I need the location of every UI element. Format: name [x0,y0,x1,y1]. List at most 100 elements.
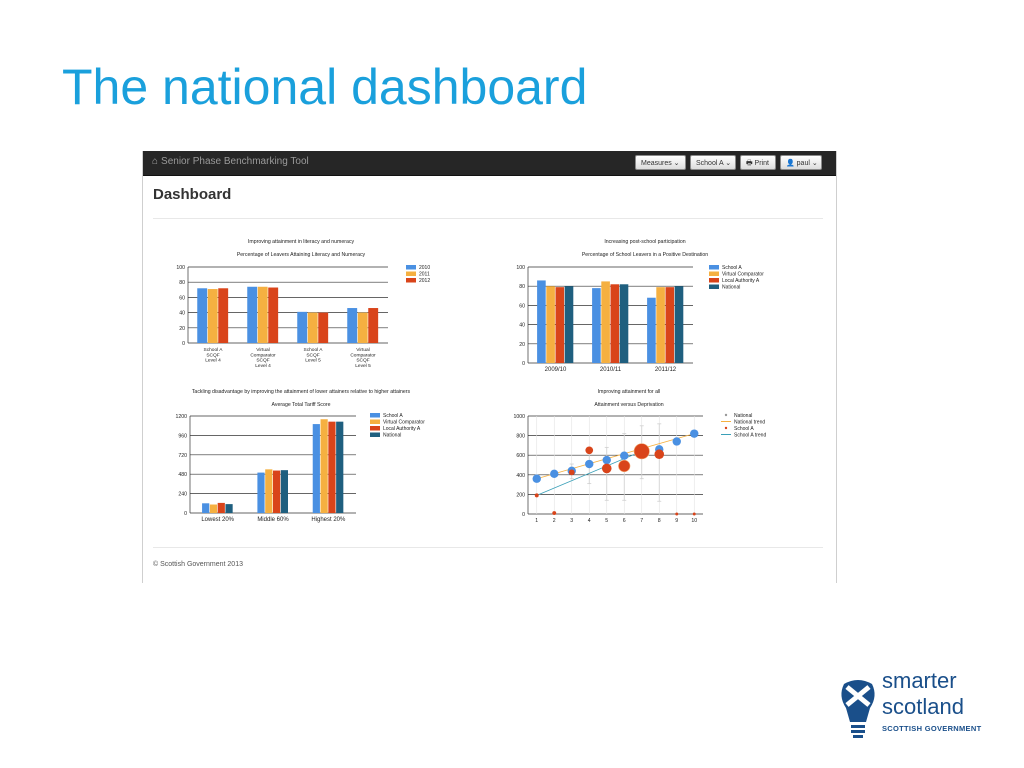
footer-copyright: © Scottish Government 2013 [153,561,243,568]
y-tick-label: 100 [516,265,525,271]
legend-label: Local Authority A [722,278,760,284]
bar [665,287,675,363]
bar [619,284,629,363]
chart-subtitle: Average Total Tariff Score [271,402,330,408]
x-tick-label: School A [204,347,224,353]
brand[interactable]: ⌂ Senior Phase Benchmarking Tool [152,156,309,167]
y-tick-label: 60 [179,295,185,301]
y-tick-label: 40 [519,323,525,329]
x-tick-label: SCQF [356,358,369,364]
bar [357,312,368,343]
user-menu[interactable]: 👤 paul ⌄ [780,155,822,170]
y-tick-label: 80 [179,280,185,286]
y-tick-label: 200 [516,492,525,498]
school-point [618,459,631,473]
chart-literacy-numeracy: Improving attainment in literacy and num… [176,239,430,369]
legend-swatch [709,265,719,270]
legend-label: 2011 [419,272,430,278]
national-point [690,429,699,438]
logo-line-smarter: smarter [882,668,957,693]
heading-divider [153,218,823,219]
school-dropdown[interactable]: School A ⌄ [690,155,736,170]
x-tick-label: 3 [570,518,573,524]
legend-label: School A trend [734,433,766,439]
y-tick-label: 40 [179,311,185,317]
bar [546,286,555,363]
x-tick-label: Virtual [256,347,270,353]
y-tick-label: 1000 [513,414,525,420]
x-tick-label: 10 [691,518,697,524]
y-tick-label: 240 [178,492,187,498]
legend-swatch [370,413,380,418]
x-tick-label: Highest 20% [311,517,346,523]
bar [555,287,565,363]
chart-subtitle: Percentage of Leavers Attaining Literacy… [237,252,366,258]
bar [328,421,336,513]
x-tick-label: 9 [675,518,678,524]
x-tick-label: Virtual [356,347,370,353]
chart-title: Improving attainment in literacy and num… [248,239,355,245]
bar [202,503,210,513]
y-tick-label: 60 [519,303,525,309]
bar [592,288,601,363]
navbar: ⌂ Senior Phase Benchmarking Tool Measures… [143,151,836,176]
bar [265,469,273,513]
chart-title: Improving attainment for all [598,389,661,395]
y-tick-label: 600 [516,453,525,459]
national-point [585,459,594,469]
school-point [633,443,650,460]
legend-swatch [370,419,380,424]
smarter-scotland-logo: smarter scotland SCOTTISH GOVERNMENT [838,668,998,742]
home-icon: ⌂ [152,156,159,167]
x-tick-label: 2009/10 [545,367,567,373]
bar [610,284,620,363]
bar [297,311,308,343]
print-button[interactable]: 🖶 Print [740,155,776,170]
bar [601,281,610,363]
bar [674,286,684,363]
x-tick-label: School A [304,347,324,353]
measures-dropdown[interactable]: Measures ⌄ [635,155,686,170]
bar [656,287,665,363]
chart-title: Increasing post-school participation [604,239,685,245]
school-point [568,469,575,476]
legend-swatch [709,271,719,276]
legend-swatch [370,426,380,431]
legend-label: 2012 [419,278,430,284]
bar [268,287,279,343]
bar [225,504,233,513]
bar [318,312,329,343]
bar [320,419,328,513]
chart-subtitle: Attainment versus Deprivation [594,402,663,408]
x-tick-label: Level 5 [305,358,321,364]
y-tick-label: 0 [522,361,525,367]
x-tick-label: SCQF [306,352,319,358]
bar [247,286,258,343]
bar [647,297,656,363]
y-tick-label: 20 [179,326,185,332]
bar [537,280,546,363]
chart-positive-destination: Increasing post-school participation Perc… [516,239,764,373]
y-tick-label: 0 [184,511,187,517]
bar [207,289,218,343]
y-tick-label: 20 [519,342,525,348]
bar [257,286,268,343]
legend-swatch [724,426,728,430]
legend-label: School A [383,413,403,419]
legend-swatch [709,278,719,283]
x-tick-label: 2011/12 [655,367,677,373]
page-heading: Dashboard [153,186,232,203]
bar [209,504,218,513]
chart-subtitle: Percentage of School Leavers in a Positi… [582,252,708,258]
y-tick-label: 400 [516,473,525,479]
y-tick-label: 1200 [175,414,187,420]
legend-swatch [709,284,719,289]
x-tick-label: Comparator [350,352,376,358]
x-tick-label: SCQF [256,358,269,364]
bar [312,424,320,513]
legend-label: School A [722,265,742,271]
bar [273,470,281,513]
bar [218,288,229,343]
national-point [672,437,681,446]
school-point [585,446,594,455]
